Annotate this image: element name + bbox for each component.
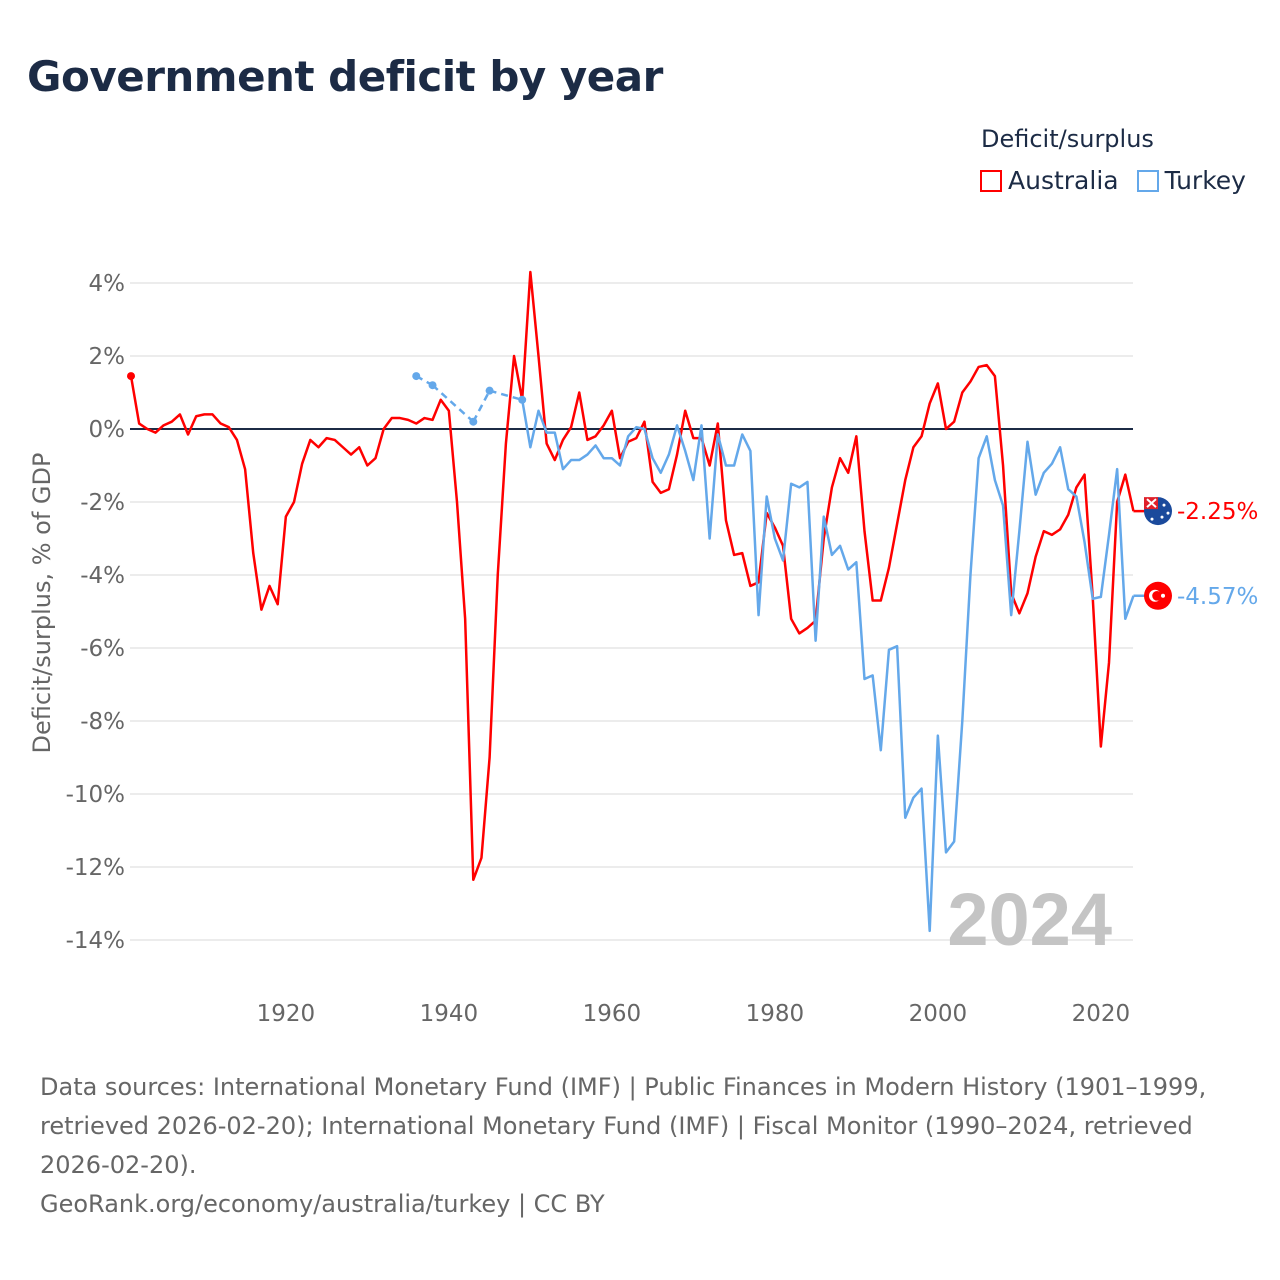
x-tick-label: 1920 — [257, 1001, 316, 1027]
credit-link[interactable]: GeoRank.org/economy/australia/turkey | C… — [40, 1190, 605, 1218]
x-tick-label: 1940 — [420, 1001, 479, 1027]
x-tick-label: 1960 — [583, 1001, 642, 1027]
data-sources: Data sources: International Monetary Fun… — [40, 1073, 1207, 1179]
y-tick-label: -14% — [66, 928, 125, 954]
australia-line — [129, 270, 1135, 882]
australia-end-label: -2.25% — [1177, 499, 1258, 525]
legend-item-turkey[interactable]: Turkey — [1136, 166, 1246, 195]
footer: Data sources: International Monetary Fun… — [40, 1068, 1240, 1224]
legend-label-turkey: Turkey — [1164, 166, 1246, 195]
legend-label-australia: Australia — [1008, 166, 1119, 195]
y-tick-label: 0% — [89, 417, 126, 443]
y-tick-label: -2% — [80, 490, 125, 516]
turkey-gap-line — [489, 389, 523, 402]
x-tick-label: 2000 — [909, 1001, 968, 1027]
legend-title: Deficit/surplus — [981, 125, 1154, 153]
turkey-line — [520, 399, 1135, 933]
legend-swatch-australia — [980, 169, 1002, 192]
legend: Australia Turkey — [980, 166, 1246, 195]
y-tick-label: 4% — [89, 271, 126, 297]
y-axis-label: Deficit/surplus, % of GDP — [28, 453, 56, 754]
watermark-year: 2024 — [947, 878, 1112, 961]
australia-flag-icon — [1144, 497, 1172, 526]
turkey-gap-line — [431, 384, 475, 423]
turkey-flag-icon — [1144, 581, 1172, 610]
page-title: Government deficit by year — [27, 52, 663, 101]
turkey-end-label: -4.57% — [1177, 584, 1258, 610]
x-tick-label: 1980 — [746, 1001, 805, 1027]
y-tick-label: -6% — [80, 636, 125, 662]
y-tick-label: -12% — [66, 855, 125, 881]
legend-swatch-turkey — [1136, 169, 1159, 192]
turkey-gap-line — [472, 390, 491, 423]
y-tick-label: -8% — [80, 709, 125, 735]
y-tick-label: 2% — [89, 344, 126, 370]
y-tick-label: -10% — [66, 782, 125, 808]
x-tick-label: 2020 — [1072, 1001, 1131, 1027]
y-tick-label: -4% — [80, 563, 125, 589]
legend-item-australia[interactable]: Australia — [980, 166, 1119, 195]
